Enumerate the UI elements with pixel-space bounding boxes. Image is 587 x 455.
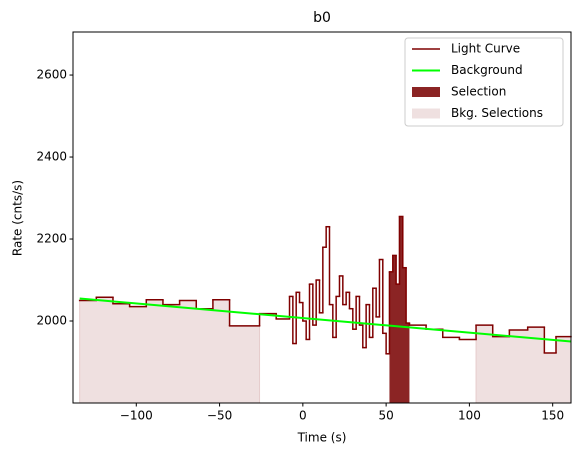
legend-handle (412, 87, 440, 97)
legend-box (404, 37, 564, 127)
chart-title: b0 (313, 10, 331, 26)
x-tick-label: 0 (299, 409, 307, 423)
x-tick-label: 150 (541, 409, 564, 423)
x-tick-label: 50 (378, 409, 393, 423)
legend-label: Background (451, 63, 523, 77)
legend-label: Selection (451, 85, 506, 99)
legend-label: Light Curve (451, 42, 520, 56)
y-tick-label: 2000 (36, 314, 67, 328)
x-tick-label: −50 (207, 409, 232, 423)
x-axis-label: Time (s) (297, 431, 347, 445)
selection (389, 216, 410, 403)
legend-label: Bkg. Selections (451, 106, 543, 120)
x-tick-label: −100 (120, 409, 153, 423)
y-tick-label: 2600 (36, 68, 67, 82)
x-tick-label: 100 (458, 409, 481, 423)
y-tick-label: 2200 (36, 232, 67, 246)
y-axis-label: Rate (cnts/s) (11, 180, 25, 256)
legend-handle (412, 108, 440, 119)
background-line (79, 297, 572, 343)
y-tick-label: 2400 (36, 150, 67, 164)
plot-frame (72, 31, 572, 404)
